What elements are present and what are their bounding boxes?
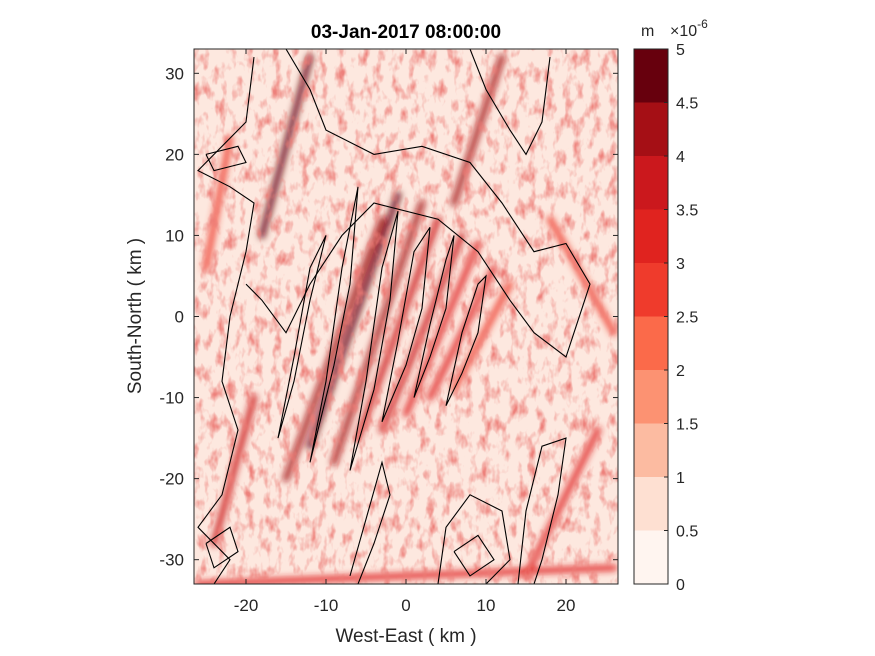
- colorbar-segment-8: [634, 102, 668, 156]
- colorbar-segment-9: [634, 49, 668, 103]
- colorbar-segment-1: [634, 477, 668, 531]
- colorbar-tick-label: 0: [676, 577, 685, 594]
- colorbar-tick-label: 5: [676, 42, 685, 59]
- colorbar-segment-5: [634, 263, 668, 317]
- colorbar-tick-label: 0.5: [676, 524, 698, 541]
- contour-line-12: [517, 437, 567, 584]
- chart-title: 03-Jan-2017 08:00:00: [311, 22, 501, 43]
- contour-line-2: [469, 49, 551, 156]
- y-tick-label: -10: [159, 389, 184, 408]
- colorbar-segment-3: [634, 370, 668, 424]
- colorbar-segment-4: [634, 316, 668, 370]
- x-axis-label: West-East ( km ): [335, 626, 476, 647]
- y-tick-label: -30: [159, 551, 184, 570]
- heatmap-texture: [194, 49, 618, 584]
- colorbar-exponent-base: ×10: [670, 23, 697, 40]
- colorbar-exponent: ×10-6: [670, 17, 708, 40]
- colorbar-segment-2: [634, 423, 668, 477]
- contour-overlay: [197, 49, 591, 584]
- x-tick-label: -20: [234, 596, 259, 615]
- y-axis: -30 -20 -10 0 10 20 30: [159, 64, 618, 570]
- x-tick-label: 10: [477, 596, 496, 615]
- contour-line-4: [349, 210, 399, 471]
- colorbar-tick-label: 1: [676, 470, 685, 487]
- x-tick-label: -10: [314, 596, 339, 615]
- contour-line-11: [453, 534, 495, 577]
- plot-area: [194, 49, 618, 584]
- contour-line-14: [205, 145, 247, 172]
- contour-line-1: [245, 49, 591, 358]
- contour-line-8: [277, 235, 327, 439]
- colorbar-tick-label: 4: [676, 149, 685, 166]
- y-tick-label: 10: [165, 226, 184, 245]
- colorbar-tick-label: 4.5: [676, 96, 698, 113]
- contour-line-9: [349, 460, 391, 584]
- colorbar-segment-7: [634, 156, 668, 210]
- y-tick-label: 20: [165, 145, 184, 164]
- contour-line-10: [437, 494, 511, 584]
- colorbar-tick-label: 2.5: [676, 310, 698, 327]
- y-tick-label: 30: [165, 64, 184, 83]
- contour-line-6: [413, 235, 455, 398]
- contour-line-0: [197, 57, 255, 584]
- x-tick-label: 20: [557, 596, 576, 615]
- colorbar-tick-label: 3: [676, 256, 685, 273]
- contour-line-7: [445, 274, 487, 406]
- x-tick-label: 0: [401, 596, 410, 615]
- y-axis-label: South-North ( km ): [125, 238, 146, 394]
- colorbar-segment-0: [634, 530, 668, 584]
- x-axis: -20 -10 0 10 20: [234, 49, 576, 615]
- contour-line-13: [205, 526, 239, 569]
- y-tick-label: -20: [159, 470, 184, 489]
- contour-line-3: [309, 186, 359, 463]
- colorbar-tick-label: 1.5: [676, 417, 698, 434]
- colorbar-segment-6: [634, 209, 668, 263]
- colorbar-tick-label: 2: [676, 363, 685, 380]
- colorbar-exponent-power: -6: [697, 17, 708, 31]
- colorbar: 0 0.5 1 1.5 2 2.5 3 3.5 4 4.5 5: [633, 42, 698, 594]
- contour-line-5: [381, 226, 431, 423]
- colorbar-unit: m: [641, 23, 654, 40]
- y-tick-label: 0: [175, 308, 184, 327]
- colorbar-tick-label: 3.5: [676, 203, 698, 220]
